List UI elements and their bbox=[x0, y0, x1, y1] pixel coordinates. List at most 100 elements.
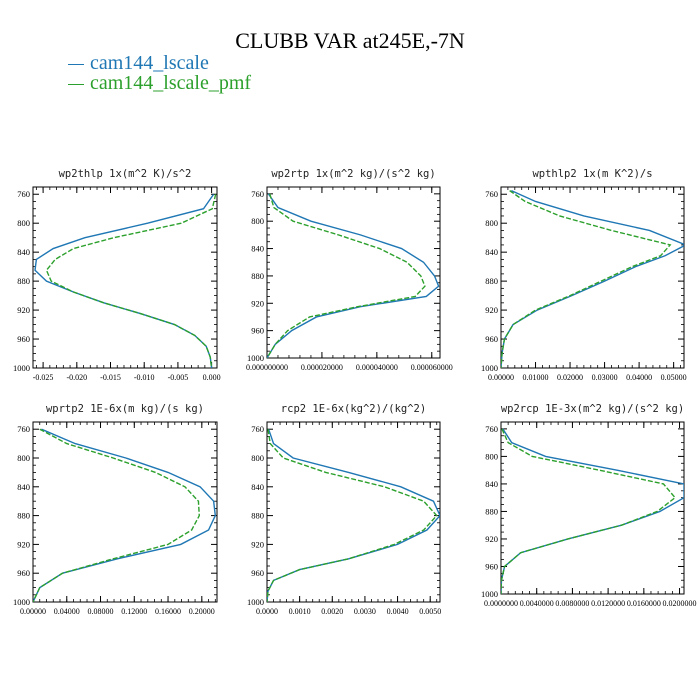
y-tick-label: 840 bbox=[17, 482, 30, 492]
y-tick-label: 920 bbox=[17, 539, 30, 549]
x-tick-label: 0.0000000 bbox=[484, 599, 518, 608]
x-tick-label: 0.12000 bbox=[121, 607, 147, 616]
y-tick-label: 880 bbox=[251, 271, 264, 281]
y-tick-label: 960 bbox=[485, 334, 498, 344]
x-tick-label: 0.04000 bbox=[54, 607, 80, 616]
panel-5: wp2rcp 1E-3x(m^2 kg)/(s^2 kg)760 800 840 88… bbox=[481, 403, 697, 608]
y-tick-label: 880 bbox=[17, 276, 30, 286]
x-tick-label: 0.04000 bbox=[626, 373, 652, 382]
panel-1: wp2rtp 1x(m^2 kg)/(s^2 kg) 760 800 840 880 92… bbox=[246, 168, 453, 372]
y-tick-label: 760 bbox=[485, 424, 498, 434]
y-tick-label: 960 bbox=[251, 326, 264, 336]
y-tick-label: 880 bbox=[17, 511, 30, 521]
y-tick-label: 840 bbox=[251, 244, 264, 254]
y-tick-label: 960 bbox=[17, 568, 30, 578]
panel-title: wprtp2 1E-6x(m kg)/(s kg) bbox=[46, 403, 204, 415]
x-tick-label: -0.015 bbox=[100, 373, 121, 382]
y-tick-label: 880 bbox=[485, 506, 498, 516]
series-line-lscale bbox=[33, 428, 217, 602]
x-tick-label: -0.010 bbox=[134, 373, 155, 382]
legend-entry-lscale-pmf: cam144_lscale_pmf bbox=[68, 72, 251, 95]
y-tick-label: 960 bbox=[251, 568, 264, 578]
y-tick-label: 760 bbox=[251, 189, 264, 199]
panel-3: wprtp2 1E-6x(m kg)/(s kg) 760 800 840 880 920… bbox=[13, 403, 218, 616]
x-tick-label: 0.0120000 bbox=[591, 599, 625, 608]
y-tick-label: 920 bbox=[485, 305, 498, 315]
panel-title: wp2rtp 1x(m^2 kg)/(s^2 kg) bbox=[271, 168, 435, 180]
x-tick-label: 0.0020 bbox=[321, 607, 343, 616]
y-tick-label: 1000 bbox=[481, 589, 498, 599]
x-tick-label: 0.00000 bbox=[20, 607, 46, 616]
y-tick-label: 880 bbox=[251, 511, 264, 521]
panel-frame bbox=[266, 421, 441, 603]
x-tick-label: 0.05000 bbox=[661, 373, 687, 382]
y-tick-label: 1000 bbox=[247, 597, 264, 607]
legend-label: cam144_lscale_pmf bbox=[90, 72, 252, 94]
y-tick-label: 840 bbox=[17, 247, 30, 257]
y-tick-label: 800 bbox=[17, 218, 30, 228]
y-tick-label: 880 bbox=[485, 276, 498, 286]
series-line-lscale-pmf bbox=[267, 429, 438, 602]
series-line-lscale bbox=[267, 193, 440, 358]
panel-4: rcp2 1E-6x(kg^2)/(kg^2) 760 800 840 880 920 96… bbox=[247, 403, 441, 616]
x-tick-label: 0.00000 bbox=[488, 373, 514, 382]
y-tick-label: 800 bbox=[251, 453, 264, 463]
panel-title: wp2rcp 1E-3x(m^2 kg)/(s^2 kg) bbox=[501, 403, 684, 415]
panel-frame bbox=[266, 186, 441, 359]
panel-0: wp2thlp 1x(m^2 K)/s^2 760 800 840 880 920 960 1… bbox=[13, 168, 221, 382]
series-line-lscale-pmf bbox=[45, 194, 217, 368]
x-tick-label: 0.01000 bbox=[523, 373, 549, 382]
legend-label: cam144_lscale bbox=[90, 52, 209, 74]
y-tick-label: 920 bbox=[485, 534, 498, 544]
y-tick-label: 920 bbox=[251, 298, 264, 308]
x-tick-label: 0.03000 bbox=[592, 373, 618, 382]
y-tick-label: 760 bbox=[251, 424, 264, 434]
x-tick-label: 0.0010 bbox=[289, 607, 311, 616]
x-tick-label: 0.0030 bbox=[354, 607, 376, 616]
y-tick-label: 960 bbox=[17, 334, 30, 344]
y-tick-label: 800 bbox=[485, 451, 498, 461]
x-tick-label: 0.20000 bbox=[189, 607, 215, 616]
panel-2: wpthlp2 1x(m K^2)/s 760 800 840 880 920 960 100… bbox=[481, 168, 687, 382]
series-line-lscale-pmf bbox=[501, 428, 677, 594]
y-tick-label: 760 bbox=[17, 424, 30, 434]
legend-line-icon bbox=[68, 63, 84, 65]
series-line-lscale-pmf bbox=[267, 193, 426, 358]
series-line-lscale bbox=[267, 428, 440, 602]
y-tick-label: 1000 bbox=[247, 353, 264, 363]
x-tick-label: 0.0040000 bbox=[520, 599, 554, 608]
x-tick-label: 0.08000 bbox=[88, 607, 114, 616]
panel-title: rcp2 1E-6x(kg^2)/(kg^2) bbox=[281, 403, 426, 415]
y-tick-label: 1000 bbox=[481, 363, 498, 373]
series-line-lscale-pmf bbox=[501, 190, 672, 368]
x-tick-label: 0.000040000 bbox=[356, 363, 398, 372]
x-tick-label: 0.0080000 bbox=[555, 599, 589, 608]
x-tick-label: 0.16000 bbox=[155, 607, 181, 616]
x-tick-label: -0.005 bbox=[168, 373, 189, 382]
y-tick-label: 840 bbox=[485, 247, 498, 257]
y-tick-label: 840 bbox=[251, 482, 264, 492]
y-tick-label: 1000 bbox=[13, 597, 30, 607]
panel-title: wpthlp2 1x(m K^2)/s bbox=[532, 168, 652, 180]
panel-frame bbox=[500, 421, 685, 595]
y-tick-label: 800 bbox=[17, 453, 30, 463]
panel-frame bbox=[32, 421, 218, 603]
y-tick-label: 800 bbox=[251, 216, 264, 226]
x-tick-label: 0.02000 bbox=[557, 373, 583, 382]
legend-entry-lscale: cam144_lscale bbox=[68, 52, 209, 75]
x-tick-label: 0.0160000 bbox=[627, 599, 661, 608]
x-tick-label: 0.000 bbox=[203, 373, 221, 382]
legend-line-icon bbox=[68, 83, 84, 85]
y-tick-label: 800 bbox=[485, 218, 498, 228]
y-tick-label: 960 bbox=[485, 561, 498, 571]
x-tick-label: 0.000020000 bbox=[301, 363, 343, 372]
series-line-lscale-pmf bbox=[33, 428, 200, 602]
x-tick-label: 0.0050 bbox=[419, 607, 441, 616]
panel-frame bbox=[500, 186, 685, 369]
x-tick-label: 0.000060000 bbox=[411, 363, 453, 372]
y-tick-label: 840 bbox=[485, 479, 498, 489]
y-tick-label: 920 bbox=[17, 305, 30, 315]
y-tick-label: 760 bbox=[485, 189, 498, 199]
x-tick-label: 0.0040 bbox=[387, 607, 409, 616]
